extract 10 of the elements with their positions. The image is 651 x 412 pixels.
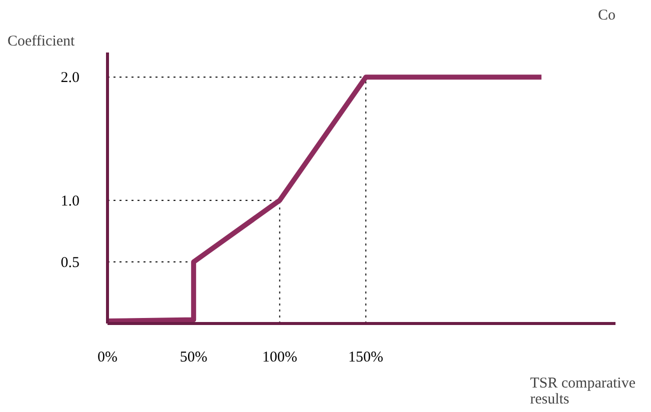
x-tick-label: 100% — [262, 350, 298, 366]
x-tick-label: 150% — [348, 350, 384, 366]
x-tick-label: 0% — [98, 350, 118, 366]
y-tick-label: 2.0 — [60, 70, 80, 86]
x-axis-title: TSR comparative results — [530, 376, 636, 408]
y-tick-label: 1.0 — [60, 193, 80, 210]
text: Co — [598, 8, 616, 24]
y-tick-label: 0.5 — [60, 254, 80, 271]
x-tick-label: 50% — [180, 350, 208, 366]
y-axis-title: Coefficient — [8, 34, 76, 50]
